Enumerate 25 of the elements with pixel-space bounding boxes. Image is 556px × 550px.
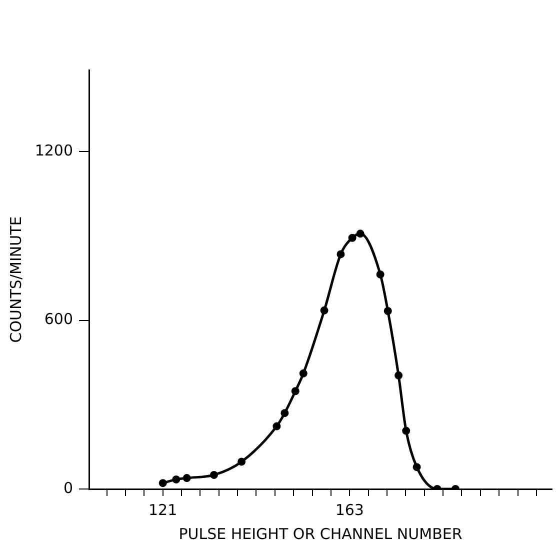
point: [158, 479, 167, 488]
point: [384, 306, 392, 315]
point: [272, 422, 281, 430]
y-axis-title: COUNTS/MINUTE: [6, 216, 25, 343]
y-tick-label: 600: [44, 310, 73, 328]
point: [348, 234, 356, 242]
point: [394, 371, 403, 380]
point: [412, 463, 421, 472]
point: [376, 270, 384, 278]
point: [299, 369, 308, 378]
point: [172, 475, 180, 484]
point: [402, 426, 410, 435]
point: [280, 409, 289, 418]
y-tick-label: 1200: [34, 141, 73, 160]
point: [356, 230, 364, 238]
point: [320, 306, 328, 314]
point: [291, 387, 300, 396]
x-axis-title: PULSE HEIGHT OR CHANNEL NUMBER: [178, 524, 462, 543]
point: [336, 250, 345, 258]
point: [182, 474, 191, 482]
x-tick-label: 121: [148, 500, 178, 519]
y-tick-label: 0: [63, 478, 73, 497]
point: [210, 470, 218, 479]
point: [238, 458, 246, 466]
x-tick-label: 163: [335, 500, 364, 519]
